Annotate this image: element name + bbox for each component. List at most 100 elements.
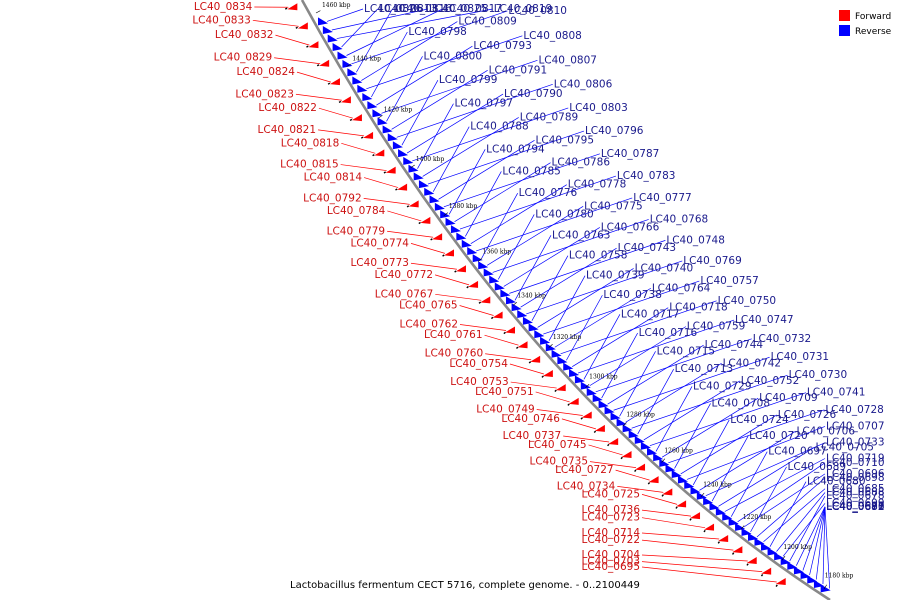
- leader-reverse: [730, 451, 768, 517]
- gene-dash: [327, 82, 331, 85]
- gene-label-reverse: LC40_0803: [569, 102, 628, 114]
- leader-reverse: [406, 93, 504, 154]
- gene-label-forward: LC40_0751: [475, 386, 534, 398]
- leader-reverse: [661, 397, 759, 458]
- gene-label-forward: LC40_0767: [375, 288, 434, 300]
- gene-label-forward: LC40_0818: [281, 137, 340, 149]
- leader-reverse: [346, 8, 443, 56]
- gene-label-forward: LC40_0761: [424, 329, 483, 341]
- gene-mark-forward: [455, 265, 466, 273]
- gene-label-forward: LC40_0814: [304, 172, 363, 184]
- leader-reverse: [537, 268, 634, 328]
- gene-mark-forward: [635, 463, 646, 471]
- gene-label-reverse: LC40_0825: [429, 3, 488, 15]
- leader-reverse: [543, 280, 700, 335]
- gene-mark-reverse: [534, 330, 545, 339]
- tick-label-9: 1360 kbp: [483, 249, 512, 256]
- leader-reverse: [566, 295, 603, 361]
- gene-dash: [593, 430, 597, 434]
- leader-reverse: [514, 235, 552, 301]
- gene-label-reverse: LC40_0688: [826, 487, 885, 499]
- leader-reverse: [789, 495, 826, 562]
- gene-mark-forward: [492, 311, 503, 319]
- gene-mark-forward: [568, 397, 579, 405]
- leader-forward: [485, 353, 532, 361]
- gene-label-forward: LC40_0822: [258, 102, 317, 114]
- gene-label-reverse: LC40_0699: [826, 497, 885, 509]
- gene-label-forward: LC40_0753: [450, 376, 509, 388]
- gene-label-reverse: LC40_0673: [826, 501, 885, 513]
- leader-reverse: [750, 466, 787, 533]
- tick-mark: [512, 302, 518, 306]
- leader-reverse: [643, 380, 740, 441]
- gene-label-reverse: LC40_0795: [536, 134, 595, 146]
- leader-forward: [435, 293, 482, 301]
- leader-reverse: [454, 162, 551, 223]
- gene-label-forward: LC40_0784: [327, 205, 386, 217]
- gene-label-reverse: LC40_0800: [424, 50, 483, 62]
- leader-reverse: [366, 35, 523, 90]
- tick-mark: [477, 258, 483, 262]
- gene-dash: [703, 529, 706, 533]
- gene-label-reverse: LC40_0681: [826, 501, 885, 513]
- leader-reverse: [531, 255, 569, 321]
- gene-mark-reverse: [387, 133, 398, 142]
- leader-forward: [341, 143, 376, 154]
- leader-reverse: [589, 326, 686, 386]
- gene-mark-reverse: [551, 349, 562, 358]
- gene-dash: [528, 361, 532, 364]
- leader-reverse: [577, 319, 735, 374]
- gene-mark-reverse: [461, 239, 472, 248]
- gene-label-reverse: LC40_0685: [826, 483, 885, 495]
- leader-forward: [387, 230, 434, 238]
- gene-mark-reverse: [424, 187, 435, 196]
- leader-reverse: [782, 503, 826, 557]
- leader-reverse: [649, 392, 806, 447]
- leader-reverse: [655, 386, 693, 452]
- gene-dash: [567, 403, 570, 406]
- gene-mark-reverse: [592, 394, 603, 403]
- gene-mark-reverse: [684, 480, 695, 489]
- gene-mark-reverse: [434, 202, 445, 211]
- gene-label-reverse: LC40_0759: [687, 321, 746, 333]
- gene-dash: [675, 506, 678, 509]
- tick-label-8: 1340 kbp: [517, 292, 546, 299]
- gene-mark-reverse: [598, 400, 609, 409]
- gene-dash: [316, 64, 320, 67]
- gene-dash: [430, 238, 433, 241]
- gene-label-reverse: LC40_0816: [393, 3, 452, 15]
- gene-label-reverse: LC40_0777: [633, 192, 692, 204]
- gene-label-reverse: LC40_0690: [826, 501, 885, 513]
- leader-reverse: [692, 419, 730, 486]
- gene-mark-reverse: [511, 303, 522, 312]
- gene-mark-reverse: [500, 289, 511, 298]
- gene-label-reverse: LC40_0810: [508, 5, 567, 17]
- leader-reverse: [438, 139, 535, 200]
- gene-label-reverse: LC40_0778: [568, 179, 627, 191]
- gene-mark-reverse: [634, 435, 645, 444]
- gene-dash: [338, 100, 342, 104]
- leader-forward: [641, 539, 734, 551]
- gene-mark-forward: [718, 535, 729, 543]
- gene-mark-forward: [542, 370, 553, 378]
- gene-label-reverse: LC40_0791: [489, 64, 548, 76]
- gene-label-reverse: LC40_0697: [768, 446, 827, 458]
- gene-mark-forward: [480, 296, 491, 304]
- gene-label-forward: LC40_0723: [581, 512, 640, 524]
- gene-mark-forward: [517, 341, 528, 349]
- tick-label-1: 1200 kbp: [783, 544, 812, 551]
- gene-mark-reverse: [494, 282, 505, 291]
- leader-reverse: [686, 426, 826, 480]
- gene-dash: [717, 541, 720, 544]
- gene-dash: [454, 270, 457, 273]
- gene-dash: [503, 331, 506, 335]
- gene-label-reverse: LC40_0785: [502, 165, 561, 177]
- leader-reverse: [526, 260, 683, 315]
- leader-forward: [363, 198, 410, 205]
- leader-reverse: [492, 219, 649, 273]
- gene-mark-reverse: [352, 76, 363, 85]
- gene-dash: [466, 286, 469, 289]
- gene-dash: [284, 7, 288, 10]
- gene-label-reverse: LC40_0719: [826, 452, 885, 464]
